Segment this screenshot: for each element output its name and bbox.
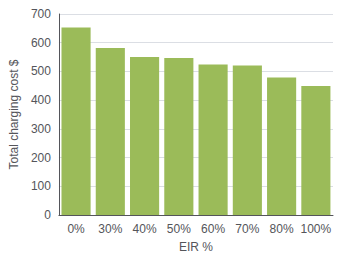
svg-text:400: 400 [31, 93, 51, 107]
svg-text:100%: 100% [301, 222, 332, 236]
svg-text:50%: 50% [167, 222, 191, 236]
svg-text:500: 500 [31, 64, 51, 78]
svg-text:70%: 70% [235, 222, 259, 236]
svg-text:40%: 40% [133, 222, 157, 236]
svg-text:600: 600 [31, 36, 51, 50]
svg-text:200: 200 [31, 151, 51, 165]
svg-text:100: 100 [31, 179, 51, 193]
svg-text:0%: 0% [67, 222, 85, 236]
svg-text:EIR %: EIR % [179, 240, 213, 254]
svg-text:Total charging cost $: Total charging cost $ [7, 59, 21, 169]
svg-text:700: 700 [31, 7, 51, 21]
svg-text:30%: 30% [98, 222, 122, 236]
svg-text:80%: 80% [270, 222, 294, 236]
svg-text:300: 300 [31, 122, 51, 136]
svg-text:60%: 60% [201, 222, 225, 236]
svg-text:0: 0 [44, 208, 51, 222]
